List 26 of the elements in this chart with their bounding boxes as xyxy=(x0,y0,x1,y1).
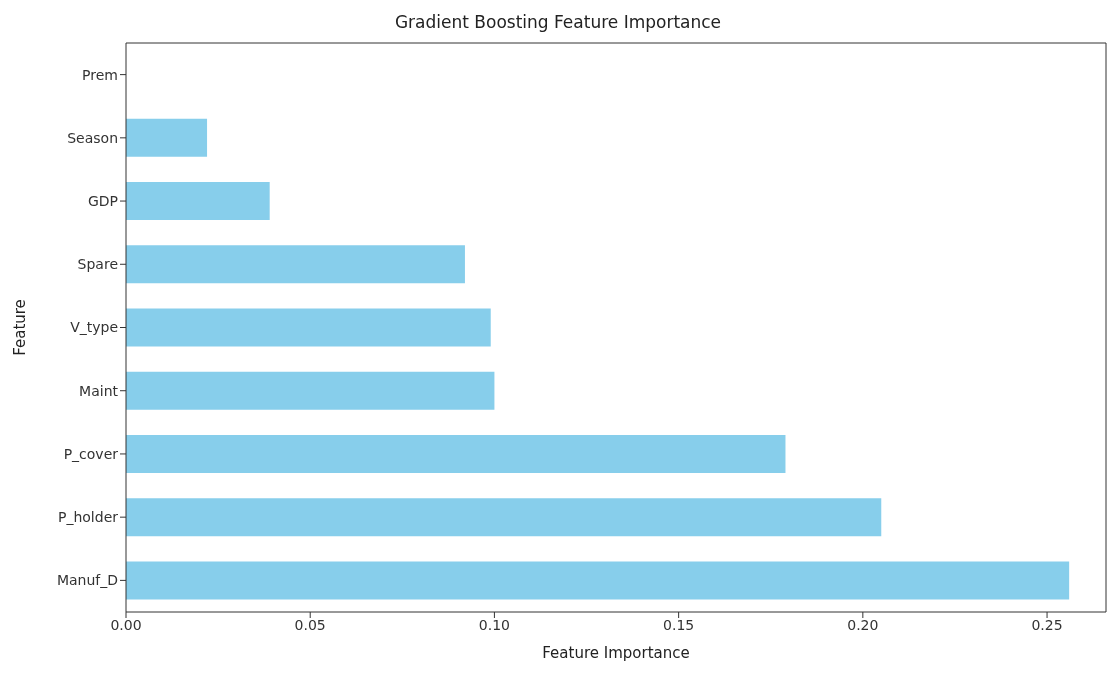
y-tick-label: Spare xyxy=(77,256,118,273)
y-tick-label: P_holder xyxy=(57,509,119,526)
x-tick-label: 0.15 xyxy=(663,616,695,633)
x-tick-label: 0.10 xyxy=(478,616,511,633)
bar xyxy=(126,498,882,537)
y-tick-label: Maint xyxy=(79,382,119,399)
bar xyxy=(126,118,208,157)
bar xyxy=(126,371,495,410)
x-tick-label: 0.20 xyxy=(847,616,879,633)
bar xyxy=(126,182,270,221)
bar xyxy=(126,245,465,284)
bar xyxy=(126,308,491,347)
y-tick-label: Season xyxy=(67,129,118,146)
chart-title: Gradient Boosting Feature Importance xyxy=(393,11,723,34)
x-tick-label: 0.05 xyxy=(294,616,326,633)
y-tick-label: Manuf_D xyxy=(56,572,118,589)
bar xyxy=(126,434,786,473)
y-axis-title: Feature xyxy=(11,299,30,356)
y-tick-label: V_type xyxy=(70,319,118,336)
x-axis-title: Feature Importance xyxy=(542,644,690,662)
bar xyxy=(126,561,1070,600)
x-tick-label: 0.25 xyxy=(1031,616,1063,633)
y-tick-label: GDP xyxy=(87,193,118,210)
y-tick-label: Prem xyxy=(82,66,118,83)
y-tick-label: P_cover xyxy=(63,445,119,462)
x-tick-label: 0.00 xyxy=(110,616,142,633)
